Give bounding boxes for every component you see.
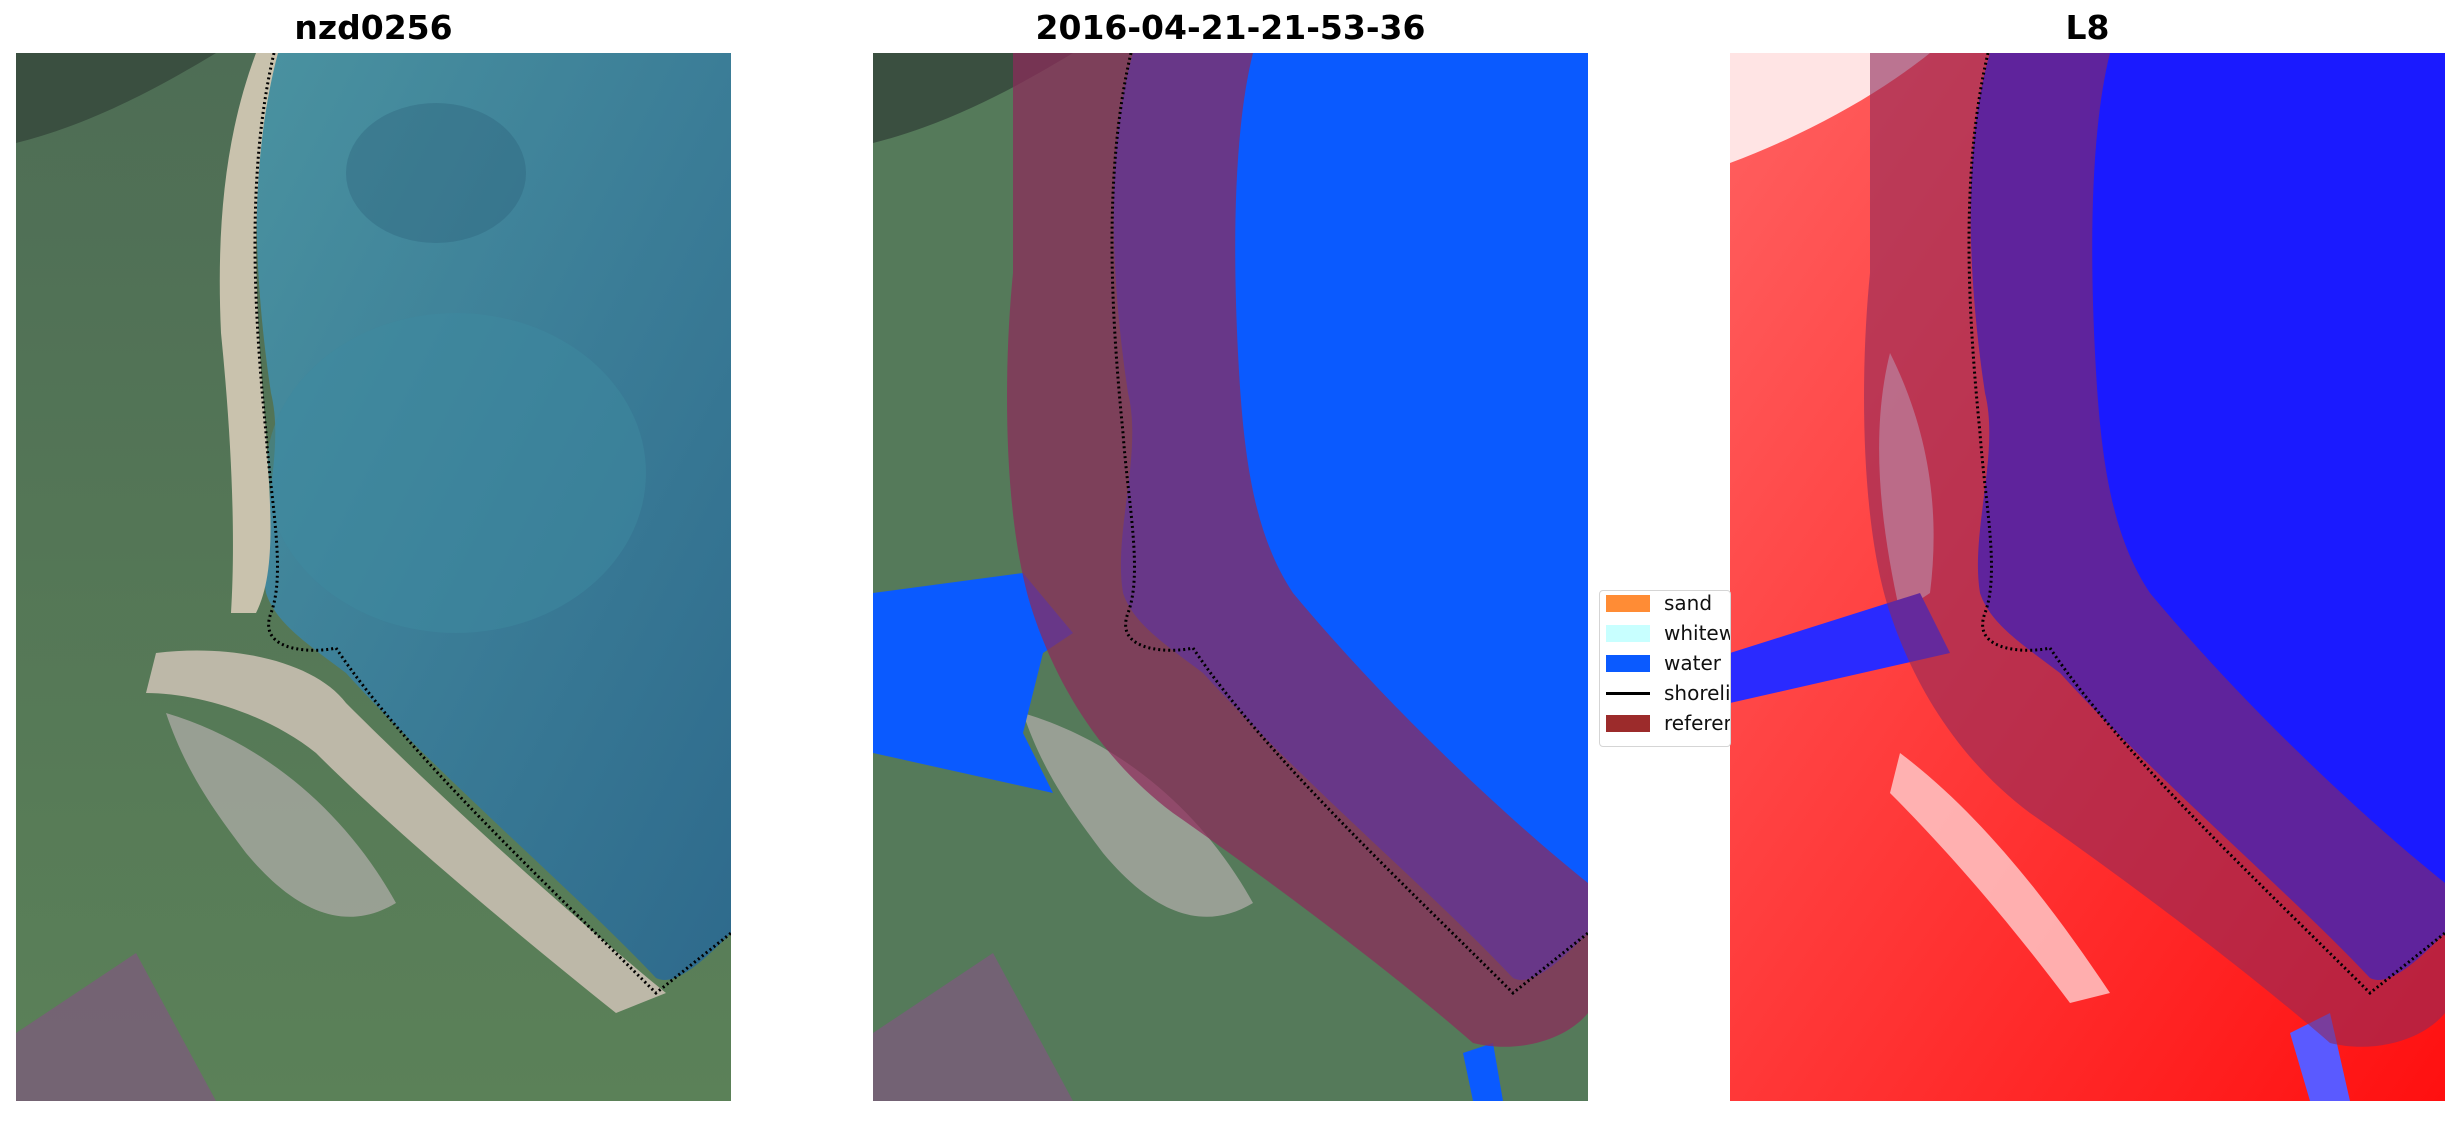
classified-satellite-image: [873, 53, 1588, 1101]
legend-swatch-whitewater: [1606, 624, 1650, 642]
legend-item-shoreline: shoreline: [1606, 681, 1731, 705]
legend-label: water: [1664, 651, 1721, 675]
legend-item-water: water: [1606, 651, 1721, 675]
panel-title-classified: 2016-04-21-21-53-36: [1035, 8, 1426, 47]
shoreline-rgb: [253, 53, 731, 996]
panel-title-index: L8: [2065, 8, 2110, 47]
legend-swatch-reference: [1606, 714, 1650, 732]
panel-title-rgb: nzd0256: [294, 8, 453, 47]
legend-label: reference: [1664, 711, 1730, 735]
rgb-image-panel: [16, 53, 731, 1101]
classified-image-panel: [873, 53, 1588, 1101]
shoreline-index: [1967, 53, 2445, 996]
legend-item-reference: reference: [1606, 711, 1730, 735]
legend-swatch-shoreline: [1606, 691, 1650, 695]
water-index-image: [1730, 53, 2445, 1101]
rgb-satellite-image: [16, 53, 731, 1101]
index-image-panel: [1730, 53, 2445, 1101]
legend-swatch-sand: [1606, 594, 1650, 612]
legend-swatch-water: [1606, 654, 1650, 672]
legend-label: shoreline: [1664, 681, 1731, 705]
reference-overlay-classified: [1007, 53, 1588, 1047]
shoreline-classified: [1110, 53, 1588, 996]
legend-item-sand: sand: [1606, 591, 1712, 615]
legend-label: sand: [1664, 591, 1713, 615]
reference-overlay-index: [1864, 53, 2445, 1047]
